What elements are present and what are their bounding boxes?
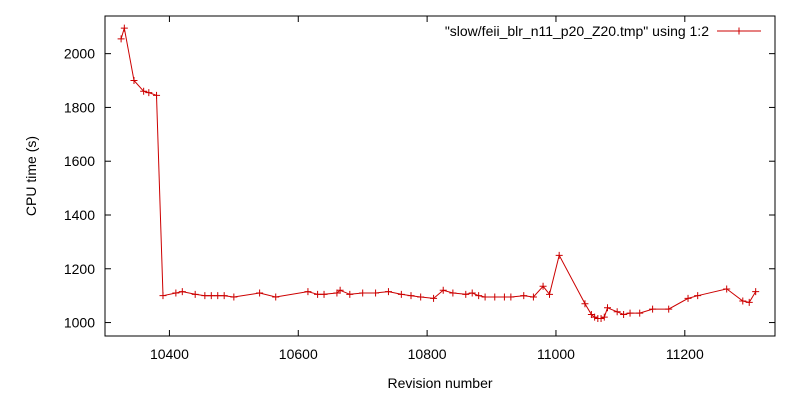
data-point <box>581 300 589 308</box>
data-point <box>491 293 499 301</box>
data-point <box>520 292 528 300</box>
x-tick-label: 10600 <box>279 346 318 362</box>
data-point <box>636 309 644 317</box>
legend-marker-plus <box>735 27 743 35</box>
x-tick-label: 11200 <box>666 346 704 362</box>
x-tick-label: 10800 <box>408 346 447 362</box>
plot-frame <box>104 15 776 337</box>
series-line <box>120 27 757 319</box>
data-point <box>384 288 392 296</box>
data-point <box>336 286 344 294</box>
y-axis-label: CPU time (s) <box>23 136 39 216</box>
data-point <box>449 289 457 297</box>
data-point <box>172 289 180 297</box>
y-tick-label: 1200 <box>64 261 95 277</box>
axis-tick-labels: 10400 10600 10800 11000 11200 1000 1200 1400 160… <box>64 46 704 362</box>
data-point <box>468 289 476 297</box>
data-point <box>359 289 367 297</box>
data-point <box>140 87 148 95</box>
y-tick-label: 1600 <box>64 153 95 169</box>
data-point <box>117 35 125 43</box>
data-point <box>555 251 563 259</box>
data-point <box>739 297 747 305</box>
y-tick-label: 1000 <box>64 315 95 331</box>
data-point <box>230 293 238 301</box>
data-point <box>626 309 634 317</box>
data-point <box>613 308 621 316</box>
data-point <box>220 292 228 300</box>
y-tick-label: 1400 <box>64 207 95 223</box>
data-point <box>159 292 167 300</box>
y-tick-label: 1800 <box>64 99 95 115</box>
axis-ticks <box>105 16 775 336</box>
data-point <box>481 293 489 301</box>
data-point <box>604 304 611 312</box>
data-point <box>600 313 608 321</box>
data-point <box>207 292 215 300</box>
data-point <box>430 294 438 302</box>
data-point <box>752 288 760 296</box>
data-point <box>272 293 280 301</box>
data-point <box>694 292 702 300</box>
data-point <box>417 293 425 301</box>
data-point <box>304 288 312 296</box>
data-point <box>346 290 354 298</box>
y-tick-label: 2000 <box>64 46 95 62</box>
data-point <box>597 315 605 323</box>
data-point <box>723 285 731 293</box>
x-tick-label: 11000 <box>537 346 575 362</box>
data-point <box>507 293 515 301</box>
x-axis-label: Revision number <box>387 375 492 391</box>
data-point <box>120 24 128 32</box>
data-point <box>372 289 380 297</box>
data-point <box>620 310 628 318</box>
data-point <box>320 290 328 298</box>
data-point <box>475 292 483 300</box>
data-point <box>214 292 222 300</box>
data-point <box>314 290 322 298</box>
legend-marker <box>735 27 743 35</box>
series-group <box>117 24 760 323</box>
data-point <box>665 305 673 313</box>
data-point <box>529 293 537 301</box>
data-point <box>130 77 138 85</box>
x-tick-label: 10400 <box>150 346 189 362</box>
data-point <box>546 290 554 298</box>
data-point <box>462 290 470 298</box>
data-point <box>178 288 186 296</box>
data-point <box>539 282 547 290</box>
data-point <box>256 289 264 297</box>
data-point <box>684 294 692 302</box>
data-point <box>153 91 161 99</box>
data-point <box>500 293 508 301</box>
data-point <box>407 292 415 300</box>
data-point <box>145 89 153 97</box>
data-point <box>439 286 447 294</box>
data-point <box>591 313 599 321</box>
data-point <box>649 305 657 313</box>
data-point <box>745 298 753 306</box>
legend: "slow/feii_blr_n11_p20_Z20.tmp" using 1:… <box>445 23 761 39</box>
legend-label: "slow/feii_blr_n11_p20_Z20.tmp" using 1:… <box>445 23 709 39</box>
data-point <box>201 292 209 300</box>
data-point <box>191 290 199 298</box>
data-point <box>397 290 405 298</box>
